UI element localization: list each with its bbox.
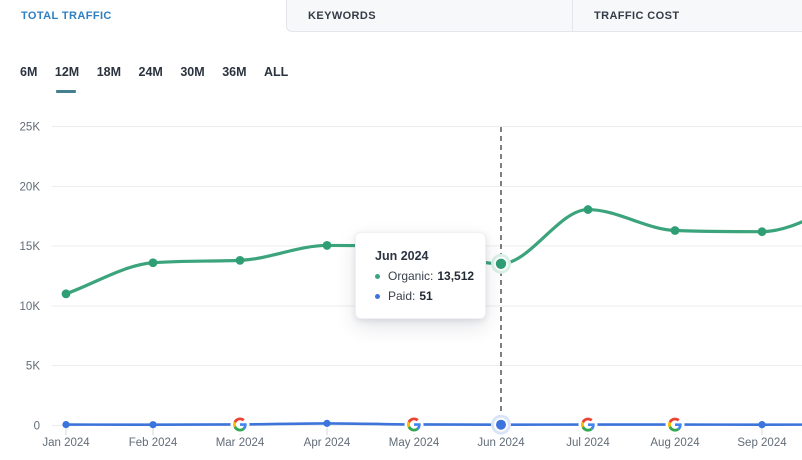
x-axis-tick-label: Apr 2024 [304,437,351,449]
x-axis-tick-label: Sep 2024 [737,437,787,449]
tooltip-series-value: 51 [419,289,433,304]
y-axis-tick-label: 10K [20,301,41,313]
paid-dot[interactable] [758,421,766,429]
google-update-icon[interactable] [665,415,685,435]
x-axis-tick-label: Jul 2024 [566,437,610,449]
period-option-18m[interactable]: 18M [96,65,122,79]
tab-keywords[interactable]: KEYWORDS [308,9,376,22]
paid-dot[interactable] [323,419,331,427]
y-axis-tick-label: 0 [34,420,40,432]
y-axis-tick-label: 5K [26,361,40,373]
organic-dot[interactable] [322,241,332,250]
tooltip-series-value: 13,512 [437,269,475,284]
paid-dot[interactable] [149,421,157,429]
chart-tooltip: Jun 2024 Organic: 13,512 Paid: 51 [355,232,486,319]
organic-dot[interactable] [148,258,158,268]
tooltip-series-label: Paid: [388,289,416,304]
google-update-icon[interactable] [578,415,598,435]
organic-dot[interactable] [235,255,245,265]
tooltip-row-organic: Organic: 13,512 [375,269,485,284]
tab-total-traffic[interactable]: TOTAL TRAFFIC [0,0,286,32]
period-option-30m[interactable]: 30M [180,65,205,79]
y-axis-tick-label: 25K [20,122,41,134]
x-axis-tick-label: May 2024 [389,437,440,449]
organic-dot[interactable] [757,227,767,237]
period-selected-underline [55,90,77,93]
tab-traffic-cost[interactable]: TRAFFIC COST [572,0,802,31]
period-option-6m[interactable]: 6M [20,65,38,79]
y-axis-labels: 0 5K 10K 15K 20K 25K [20,122,41,433]
tooltip-series-dot [375,293,380,299]
tooltip-row-paid: Paid: 51 [375,289,485,304]
period-option-all[interactable]: ALL [264,65,289,79]
period-option-24m[interactable]: 24M [138,65,163,79]
period-selector: 6M 12M 18M 24M 30M 36M ALL [20,65,306,93]
x-axis-tick-label: Jun 2024 [477,437,525,449]
x-axis-tick-label: Feb 2024 [129,437,178,449]
tooltip-series-dot [375,273,380,279]
paid-dot[interactable] [62,420,70,429]
tooltip-series-label: Organic: [388,269,434,284]
organic-dot[interactable] [583,205,593,214]
x-axis-tick-label: Jan 2024 [42,437,90,449]
google-update-icon[interactable] [404,414,424,434]
series-dots [61,205,767,435]
x-axis-tick-label: Mar 2024 [216,437,265,449]
y-axis-tick-label: 15K [20,241,41,253]
period-option-12m[interactable]: 12M [55,65,79,93]
organic-dot[interactable] [495,258,507,270]
organic-dot[interactable] [61,289,71,299]
organic-dot[interactable] [670,226,680,235]
period-option-36m[interactable]: 36M [222,65,247,79]
y-axis-tick-label: 20K [20,181,41,193]
tab-bar: TOTAL TRAFFIC KEYWORDS TRAFFIC COST [0,0,802,32]
paid-line [65,422,802,427]
paid-dot[interactable] [496,419,506,430]
google-update-icon[interactable] [230,414,250,434]
tooltip-date: Jun 2024 [375,249,429,263]
google-update-icons [230,414,685,435]
x-axis: Jan 2024 Feb 2024 Mar 2024 Apr 2024 May 2024… [42,427,787,449]
inactive-tab-group: KEYWORDS TRAFFIC COST [286,0,802,32]
x-axis-tick-label: Aug 2024 [650,437,700,449]
